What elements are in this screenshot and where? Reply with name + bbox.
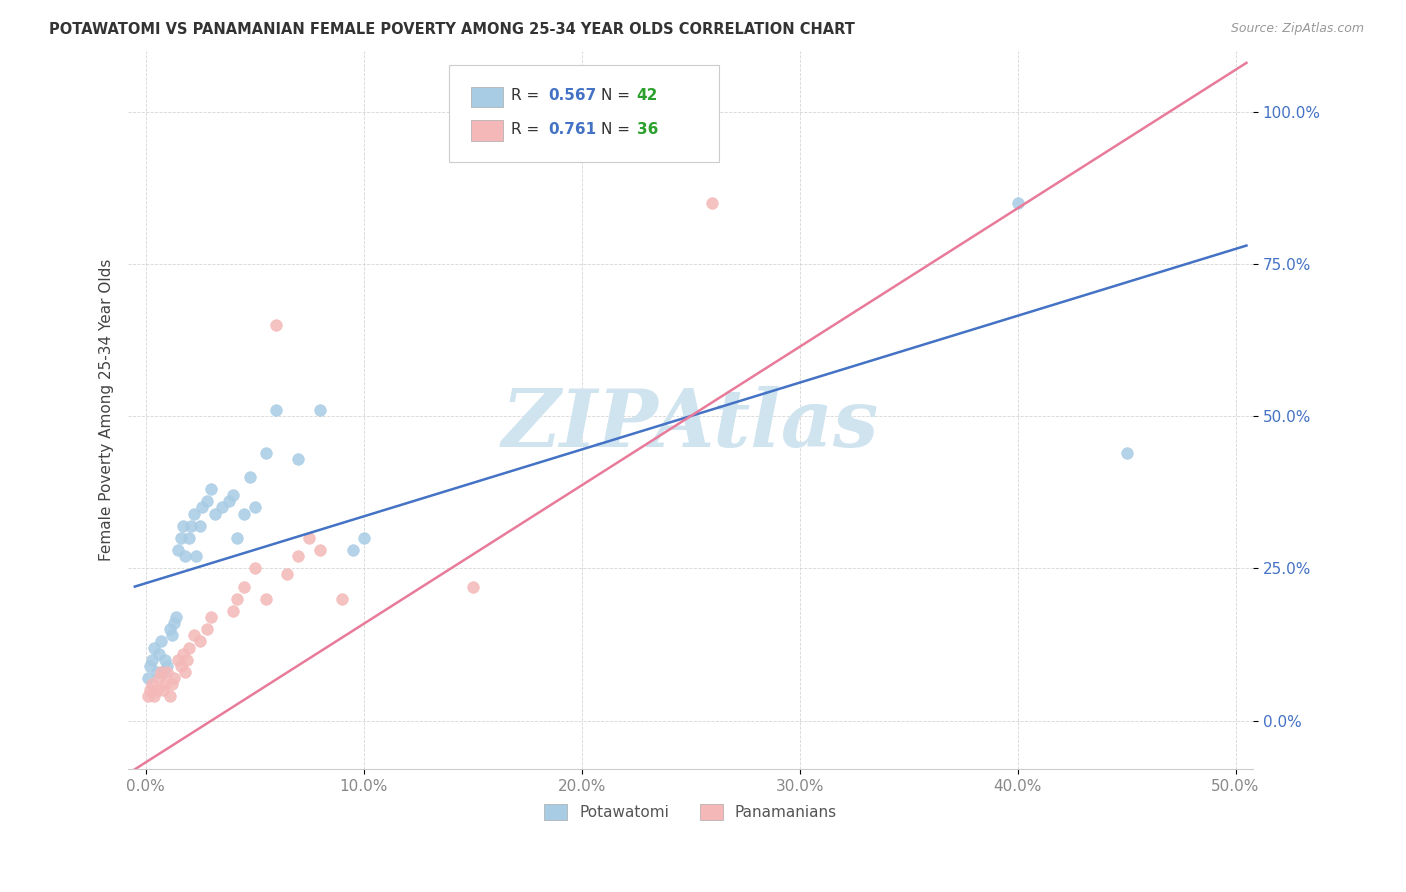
Point (179, 531, 201, 545)
Point (254, 591, 277, 606)
Point (191, 500, 214, 515)
Point (211, 500, 233, 515)
Point (148, 671, 170, 685)
Text: N =: N = (600, 88, 634, 103)
Text: Source: ZipAtlas.com: Source: ZipAtlas.com (1230, 22, 1364, 36)
Point (254, 445, 277, 459)
Point (200, 482, 222, 496)
Point (145, 665, 167, 679)
Text: 0.761: 0.761 (548, 122, 596, 137)
Point (139, 683, 162, 698)
Point (174, 549, 197, 563)
Point (183, 628, 205, 642)
Point (276, 567, 298, 582)
Point (139, 658, 162, 673)
Point (160, 628, 183, 642)
Point (243, 500, 266, 515)
Point (226, 531, 249, 545)
Point (159, 690, 181, 704)
Point (165, 610, 187, 624)
Point (149, 665, 172, 679)
Point (174, 665, 197, 679)
Point (243, 561, 266, 575)
Text: 42: 42 (637, 88, 658, 103)
Text: 0.567: 0.567 (548, 88, 596, 103)
Point (309, 403, 332, 417)
Point (200, 610, 222, 624)
Point (156, 658, 179, 673)
Point (266, 403, 288, 417)
Point (353, 531, 375, 545)
Point (218, 494, 240, 508)
Point (163, 616, 186, 631)
Legend: Potawatomi, Panamanians: Potawatomi, Panamanians (538, 798, 844, 826)
Point (239, 470, 262, 484)
Point (1115, 445, 1137, 459)
Point (188, 518, 211, 533)
Point (141, 677, 163, 691)
Point (160, 677, 183, 691)
Point (287, 451, 309, 466)
Point (136, 671, 159, 685)
Text: POTAWATOMI VS PANAMANIAN FEMALE POVERTY AMONG 25-34 YEAR OLDS CORRELATION CHART: POTAWATOMI VS PANAMANIAN FEMALE POVERTY … (49, 22, 855, 37)
Point (156, 665, 179, 679)
Point (145, 683, 167, 698)
Y-axis label: Female Poverty Among 25-34 Year Olds: Female Poverty Among 25-34 Year Olds (100, 259, 114, 561)
Point (222, 488, 245, 502)
Point (188, 634, 211, 648)
Point (179, 640, 201, 655)
Point (195, 494, 218, 508)
Text: 36: 36 (637, 122, 658, 137)
Point (461, 580, 484, 594)
Point (155, 677, 177, 691)
Point (702, 196, 724, 211)
Point (152, 683, 174, 698)
FancyBboxPatch shape (471, 87, 503, 107)
Point (330, 591, 353, 606)
FancyBboxPatch shape (471, 120, 503, 141)
Point (180, 518, 202, 533)
Point (222, 604, 245, 618)
Point (159, 622, 181, 636)
Point (167, 543, 190, 558)
Point (163, 671, 186, 685)
Point (155, 653, 177, 667)
Point (143, 640, 166, 655)
Point (143, 690, 166, 704)
Text: N =: N = (600, 122, 634, 137)
Point (176, 653, 198, 667)
Point (226, 591, 249, 606)
Point (232, 507, 254, 521)
Point (172, 647, 194, 661)
Point (136, 690, 159, 704)
Point (183, 507, 205, 521)
Point (149, 634, 172, 648)
Point (152, 665, 174, 679)
Point (195, 622, 218, 636)
Point (169, 658, 191, 673)
Point (172, 518, 194, 533)
Point (298, 531, 321, 545)
Point (184, 549, 207, 563)
FancyBboxPatch shape (449, 65, 718, 162)
Point (141, 653, 163, 667)
Point (342, 543, 364, 558)
Point (287, 549, 309, 563)
Text: R =: R = (510, 122, 544, 137)
Point (232, 580, 254, 594)
Text: ZIPAtlas: ZIPAtlas (502, 385, 879, 463)
Point (204, 507, 226, 521)
Point (1007, 196, 1029, 211)
Point (169, 531, 191, 545)
Text: R =: R = (510, 88, 544, 103)
Point (167, 653, 190, 667)
Point (309, 543, 332, 558)
Point (266, 318, 288, 332)
Point (148, 647, 170, 661)
